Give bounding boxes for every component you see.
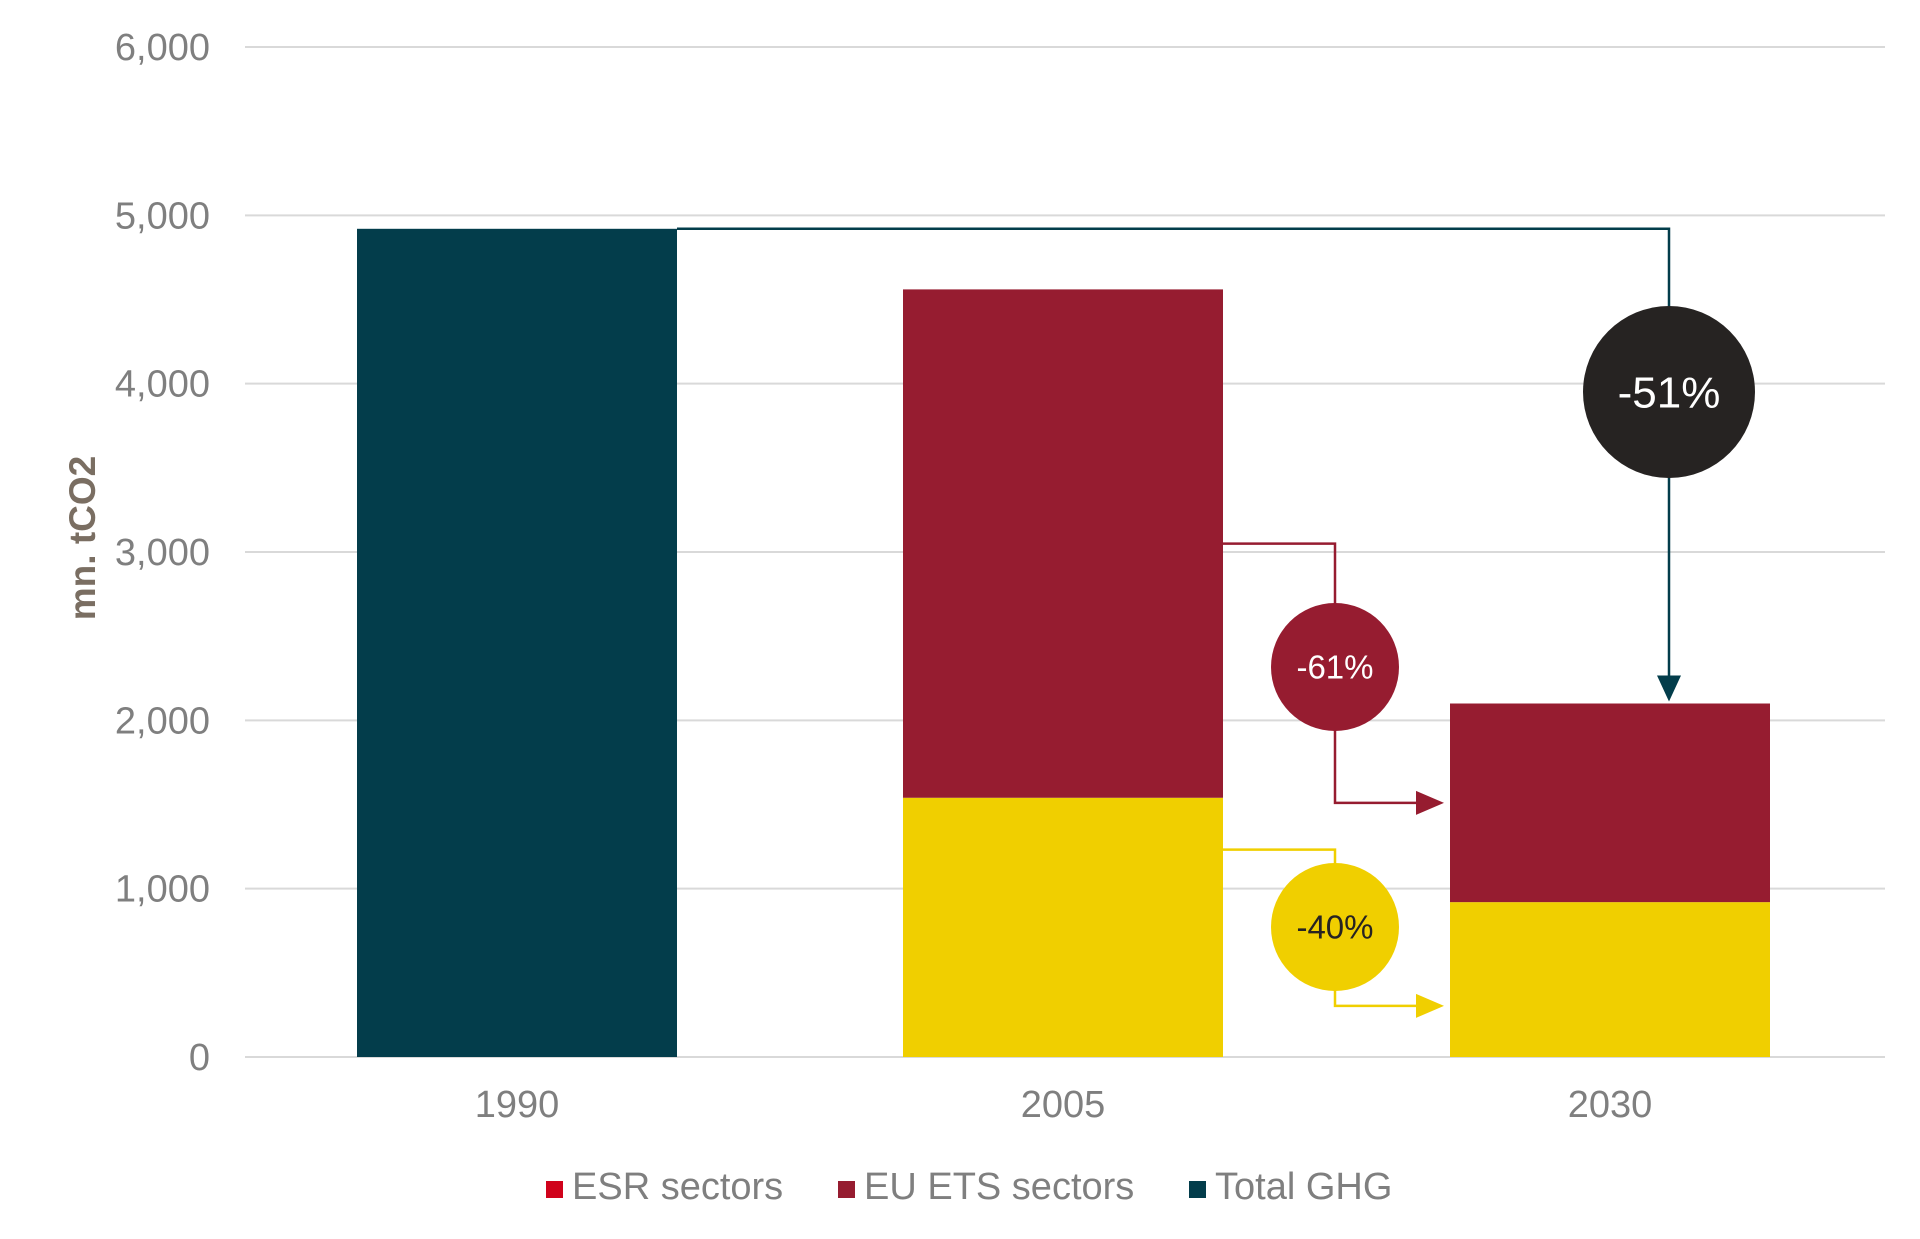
change-bubble-label: -40%: [1296, 909, 1373, 946]
bars: [357, 228, 1770, 1058]
bar-eu-ets-sectors-2005: [903, 289, 1223, 798]
bar-esr-sectors-2005: [903, 797, 1223, 1057]
y-tick-label: 6,000: [115, 27, 210, 69]
legend-label: Total GHG: [1215, 1166, 1392, 1208]
y-tick-label: 1,000: [115, 869, 210, 911]
legend-swatch: [546, 1181, 563, 1198]
change-bubble-label: -61%: [1296, 649, 1373, 686]
y-tick-label: 2,000: [115, 700, 210, 742]
x-tick-label: 2030: [1568, 1084, 1653, 1126]
bar-esr-sectors-2030: [1450, 902, 1770, 1057]
arrowhead-esr: [1416, 993, 1444, 1018]
change-bubbles: -51% -61% -40%: [1271, 306, 1755, 991]
y-tick-label: 0: [189, 1037, 210, 1079]
legend-label: EU ETS sectors: [864, 1166, 1134, 1208]
y-axis-label: mn. tCO2: [62, 456, 103, 620]
change-arrows: [677, 227, 1681, 1018]
change-bubble-1: [1271, 603, 1399, 731]
change-bubble-label: -51%: [1618, 368, 1721, 417]
x-tick-label: 2005: [1021, 1084, 1106, 1126]
change-bubble-0: [1583, 306, 1755, 478]
change-bubble-2: [1271, 863, 1399, 991]
x-axis-ticks: 1990 2005 2030: [475, 1084, 1653, 1126]
legend: ESR sectors EU ETS sectors Total GHG: [546, 1166, 1392, 1208]
bar-eu-ets-sectors-2030: [1450, 703, 1770, 903]
legend-label: ESR sectors: [572, 1166, 783, 1208]
y-tick-label: 3,000: [115, 532, 210, 574]
legend-swatch: [1189, 1181, 1206, 1198]
y-tick-label: 5,000: [115, 195, 210, 237]
y-axis-ticks: 0 1,000 2,000 3,000 4,000 5,000 6,000: [115, 27, 210, 1079]
legend-swatch: [838, 1181, 855, 1198]
arrowhead-total-ghg: [1657, 675, 1681, 702]
arrow-total-ghg: [677, 227, 1671, 678]
y-tick-label: 4,000: [115, 364, 210, 406]
x-tick-label: 1990: [475, 1084, 560, 1126]
bar-total-ghg-1990: [357, 228, 677, 1058]
arrowhead-eu-ets: [1416, 790, 1444, 815]
